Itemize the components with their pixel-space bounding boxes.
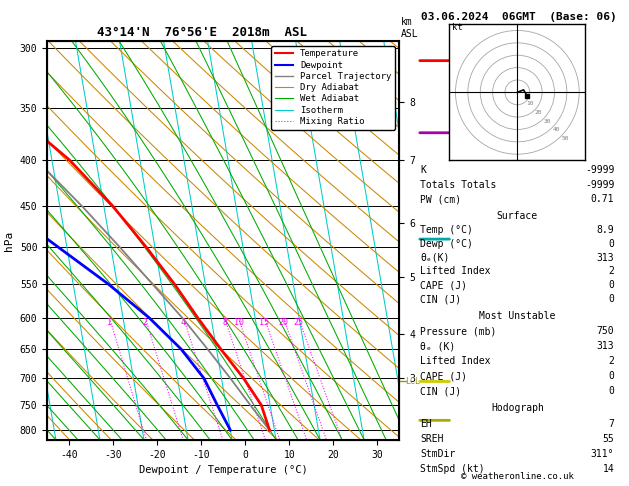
Text: 10: 10 <box>233 318 243 327</box>
Y-axis label: hPa: hPa <box>4 230 14 251</box>
X-axis label: Dewpoint / Temperature (°C): Dewpoint / Temperature (°C) <box>139 465 308 475</box>
Text: CIN (J): CIN (J) <box>420 294 462 304</box>
Text: 50: 50 <box>561 136 569 141</box>
Text: Lifted Index: Lifted Index <box>420 266 491 277</box>
Text: LCL: LCL <box>405 377 420 386</box>
Text: -9999: -9999 <box>585 165 615 175</box>
Text: Pressure (mb): Pressure (mb) <box>420 326 497 336</box>
Text: PW (cm): PW (cm) <box>420 194 462 204</box>
Text: StmSpd (kt): StmSpd (kt) <box>420 464 485 474</box>
Text: 0: 0 <box>608 294 615 304</box>
Text: 0: 0 <box>608 239 615 249</box>
Text: km
ASL: km ASL <box>401 17 418 39</box>
Text: 2: 2 <box>608 266 615 277</box>
Text: 7: 7 <box>608 418 615 429</box>
Text: 55: 55 <box>603 434 615 444</box>
Text: 2: 2 <box>608 356 615 366</box>
Text: CAPE (J): CAPE (J) <box>420 371 467 381</box>
Text: 15: 15 <box>260 318 269 327</box>
Text: 4: 4 <box>181 318 186 327</box>
Text: 40: 40 <box>552 127 560 132</box>
Text: StmDir: StmDir <box>420 449 455 459</box>
Text: Hodograph: Hodograph <box>491 403 544 414</box>
Text: kt: kt <box>452 23 462 33</box>
Text: Totals Totals: Totals Totals <box>420 180 497 190</box>
Text: 20: 20 <box>279 318 289 327</box>
Text: 311°: 311° <box>591 449 615 459</box>
Text: CIN (J): CIN (J) <box>420 386 462 396</box>
Text: 8: 8 <box>222 318 227 327</box>
Text: Temp (°C): Temp (°C) <box>420 225 473 235</box>
Text: 750: 750 <box>597 326 615 336</box>
Text: 313: 313 <box>597 341 615 351</box>
Text: Lifted Index: Lifted Index <box>420 356 491 366</box>
Text: 0: 0 <box>608 386 615 396</box>
Text: 8.9: 8.9 <box>597 225 615 235</box>
Text: 2: 2 <box>143 318 148 327</box>
Text: 0.71: 0.71 <box>591 194 615 204</box>
Legend: Temperature, Dewpoint, Parcel Trajectory, Dry Adiabat, Wet Adiabat, Isotherm, Mi: Temperature, Dewpoint, Parcel Trajectory… <box>271 46 395 130</box>
Text: 43°14'N  76°56'E  2018m  ASL: 43°14'N 76°56'E 2018m ASL <box>97 26 308 39</box>
Text: 30: 30 <box>543 119 551 123</box>
Text: 14: 14 <box>603 464 615 474</box>
Text: Most Unstable: Most Unstable <box>479 311 555 321</box>
Text: SREH: SREH <box>420 434 444 444</box>
Text: 03.06.2024  06GMT  (Base: 06): 03.06.2024 06GMT (Base: 06) <box>421 12 617 22</box>
Text: © weatheronline.co.uk: © weatheronline.co.uk <box>461 472 574 481</box>
Text: 1: 1 <box>107 318 112 327</box>
Text: -9999: -9999 <box>585 180 615 190</box>
Text: 313: 313 <box>597 253 615 262</box>
Text: 25: 25 <box>294 318 304 327</box>
Text: θₑ (K): θₑ (K) <box>420 341 455 351</box>
Text: Dewp (°C): Dewp (°C) <box>420 239 473 249</box>
Text: K: K <box>420 165 426 175</box>
Text: 0: 0 <box>608 280 615 290</box>
Text: Surface: Surface <box>497 211 538 221</box>
Text: 0: 0 <box>608 371 615 381</box>
Text: CAPE (J): CAPE (J) <box>420 280 467 290</box>
Text: θₑ(K): θₑ(K) <box>420 253 450 262</box>
Text: 20: 20 <box>535 110 542 115</box>
Text: EH: EH <box>420 418 432 429</box>
Text: 10: 10 <box>526 101 533 106</box>
